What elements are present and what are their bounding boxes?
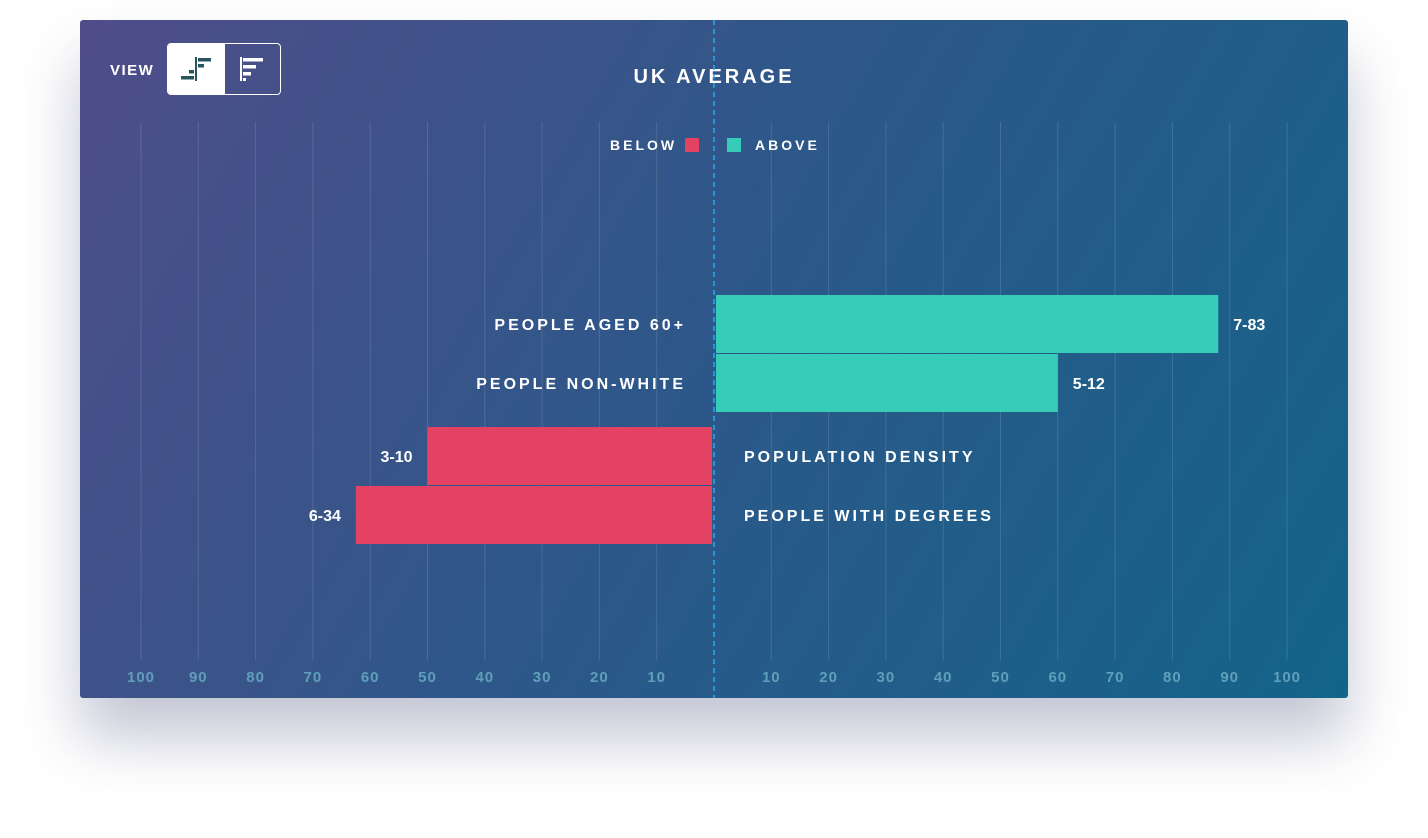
x-tick-label: 70 bbox=[304, 669, 323, 686]
legend-below-label: BELOW bbox=[610, 137, 678, 153]
x-tick-label: 50 bbox=[418, 669, 437, 686]
bar-value-label: 5-12 bbox=[1073, 376, 1105, 393]
bar bbox=[716, 295, 1219, 353]
view-toggle[interactable] bbox=[167, 43, 281, 95]
bar bbox=[355, 486, 712, 544]
bar bbox=[427, 427, 712, 485]
diverging-view-button[interactable] bbox=[168, 44, 224, 94]
x-tick-label: 90 bbox=[189, 669, 208, 686]
x-tick-label: 60 bbox=[361, 669, 380, 686]
bar-category-label: PEOPLE NON-WHITE bbox=[476, 376, 686, 393]
bar-value-label: 6-34 bbox=[309, 508, 341, 525]
bar-value-label: 3-10 bbox=[380, 449, 412, 466]
x-tick-label: 20 bbox=[590, 669, 609, 686]
chart-plot: 100 90 80 70 60 50 40 30 20 10 10 20 30 40 50 60 70 80 90 1… bbox=[127, 20, 1301, 698]
x-tick-label: 80 bbox=[246, 669, 265, 686]
diverging-bars-icon bbox=[180, 57, 211, 81]
bar bbox=[716, 354, 1058, 412]
x-tick-label: 40 bbox=[934, 669, 953, 686]
chart-title: UK AVERAGE bbox=[633, 66, 795, 88]
x-tick-label: 60 bbox=[1048, 669, 1067, 686]
x-tick-label: 10 bbox=[762, 669, 781, 686]
bar-category-label: PEOPLE WITH DEGREES bbox=[744, 508, 994, 525]
legend-below-swatch bbox=[685, 138, 699, 152]
view-label: VIEW bbox=[110, 62, 155, 79]
x-tick-label: 40 bbox=[475, 669, 494, 686]
legend-above-label: ABOVE bbox=[755, 137, 820, 153]
x-tick-label: 90 bbox=[1220, 669, 1239, 686]
x-tick-label: 30 bbox=[877, 669, 896, 686]
legend-above-swatch bbox=[727, 138, 741, 152]
bar-category-label: POPULATION DENSITY bbox=[744, 449, 976, 466]
x-tick-label: 100 bbox=[127, 669, 155, 686]
x-tick-label: 10 bbox=[647, 669, 666, 686]
x-tick-label: 30 bbox=[533, 669, 552, 686]
x-tick-label: 50 bbox=[991, 669, 1010, 686]
x-tick-label: 70 bbox=[1106, 669, 1125, 686]
chart-card: VIEW UK AVERAGE BELOW ABOVE 100 90 80 70 60 bbox=[80, 20, 1348, 698]
x-tick-label: 80 bbox=[1163, 669, 1182, 686]
sorted-bars-icon bbox=[240, 57, 264, 81]
x-tick-label: 20 bbox=[819, 669, 838, 686]
x-tick-label: 100 bbox=[1273, 669, 1301, 686]
sorted-view-button[interactable] bbox=[223, 44, 281, 94]
bar-value-label: 7-83 bbox=[1233, 317, 1265, 334]
bar-category-label: PEOPLE AGED 60+ bbox=[494, 317, 686, 334]
